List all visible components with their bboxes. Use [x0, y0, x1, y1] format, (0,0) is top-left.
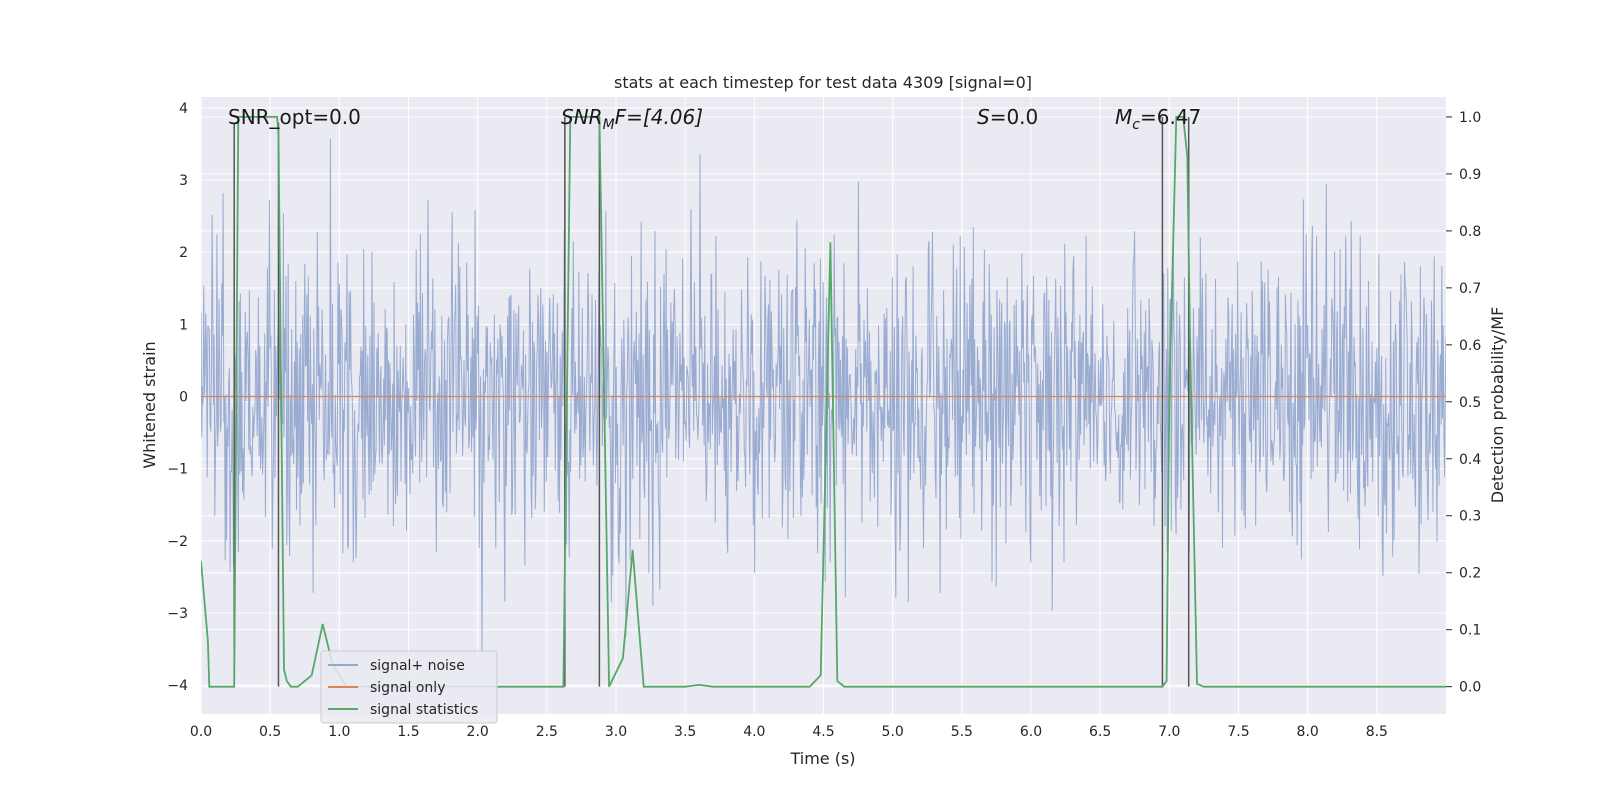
x-tick-label: 3.5 [674, 724, 696, 740]
x-tick-label: 5.5 [951, 724, 973, 740]
y-tick-label: −4 [167, 678, 188, 694]
x-tick-label: 8.0 [1297, 724, 1319, 740]
legend: signal+ noise signal only signal statist… [320, 650, 498, 724]
y2-tick-label: 0.4 [1459, 452, 1481, 468]
legend-label-signal-only: signal only [370, 680, 445, 696]
y2-tick-label: 0.1 [1459, 623, 1481, 639]
y2-tick-label: 1.0 [1459, 110, 1481, 126]
x-tick-label: 0.0 [190, 724, 212, 740]
x-tick-label: 2.0 [467, 724, 489, 740]
x-tick-label: 6.5 [1089, 724, 1111, 740]
legend-label-signal-noise: signal+ noise [370, 658, 465, 674]
y2-tick-label: 0.9 [1459, 167, 1481, 183]
x-tick-label: 2.5 [536, 724, 558, 740]
chart-title: stats at each timestep for test data 430… [614, 73, 1032, 92]
y-tick-label: 1 [179, 317, 188, 333]
legend-box [320, 650, 498, 724]
y-tick-label: 4 [179, 101, 188, 117]
x-tick-label: 1.0 [328, 724, 350, 740]
x-tick-label: 4.5 [812, 724, 834, 740]
y2-tick-label: 0.7 [1459, 281, 1481, 297]
y-tick-label: −2 [167, 534, 188, 550]
annotation-s: S=0.0 [977, 105, 1038, 129]
y2-tick-label: 0.0 [1459, 680, 1481, 696]
y2-tick-label: 0.3 [1459, 509, 1481, 525]
right-y-axis-ticks: 1.0 0.9 0.8 0.7 0.6 0.5 0.4 0.3 0.2 0.1 0.0 [1446, 110, 1481, 696]
y-tick-label: 3 [179, 173, 188, 189]
annotation-mc: Mc=6.47 [1115, 105, 1201, 133]
x-tick-label: 6.0 [1020, 724, 1042, 740]
x-tick-label: 1.5 [397, 724, 419, 740]
x-tick-label: 7.0 [1158, 724, 1180, 740]
x-tick-label: 7.5 [1227, 724, 1249, 740]
y-axis-label: Whitened strain [140, 341, 159, 468]
x-tick-label: 8.5 [1366, 724, 1388, 740]
y-tick-label: 0 [179, 389, 188, 405]
legend-label-signal-statistics: signal statistics [370, 702, 478, 718]
y-tick-label: −1 [167, 462, 188, 478]
y-tick-label: −3 [167, 606, 188, 622]
y2-tick-label: 0.5 [1459, 395, 1481, 411]
y2-tick-label: 0.6 [1459, 338, 1481, 354]
x-tick-label: 5.0 [882, 724, 904, 740]
left-y-axis-ticks: 4 3 2 1 0 −1 −2 −3 −4 [167, 101, 188, 694]
y2-axis-label: Detection probability/MF [1488, 307, 1507, 504]
annotation-snr-mf: SNRMF=[4.06] [561, 105, 703, 133]
x-axis-ticks: 0.0 0.5 1.0 1.5 2.0 2.5 3.0 3.5 4.0 4.5 5.0 5.5 6.0 6… [190, 724, 1388, 740]
series-signal-statistics-line [201, 116, 1446, 688]
y2-tick-label: 0.8 [1459, 224, 1481, 240]
y2-tick-label: 0.2 [1459, 566, 1481, 582]
x-tick-label: 4.0 [743, 724, 765, 740]
x-axis-label: Time (s) [789, 749, 855, 768]
annotation-snr-opt: SNR_opt=0.0 [228, 105, 361, 129]
y-tick-label: 2 [179, 245, 188, 261]
x-tick-label: 0.5 [259, 724, 281, 740]
x-tick-label: 3.0 [605, 724, 627, 740]
